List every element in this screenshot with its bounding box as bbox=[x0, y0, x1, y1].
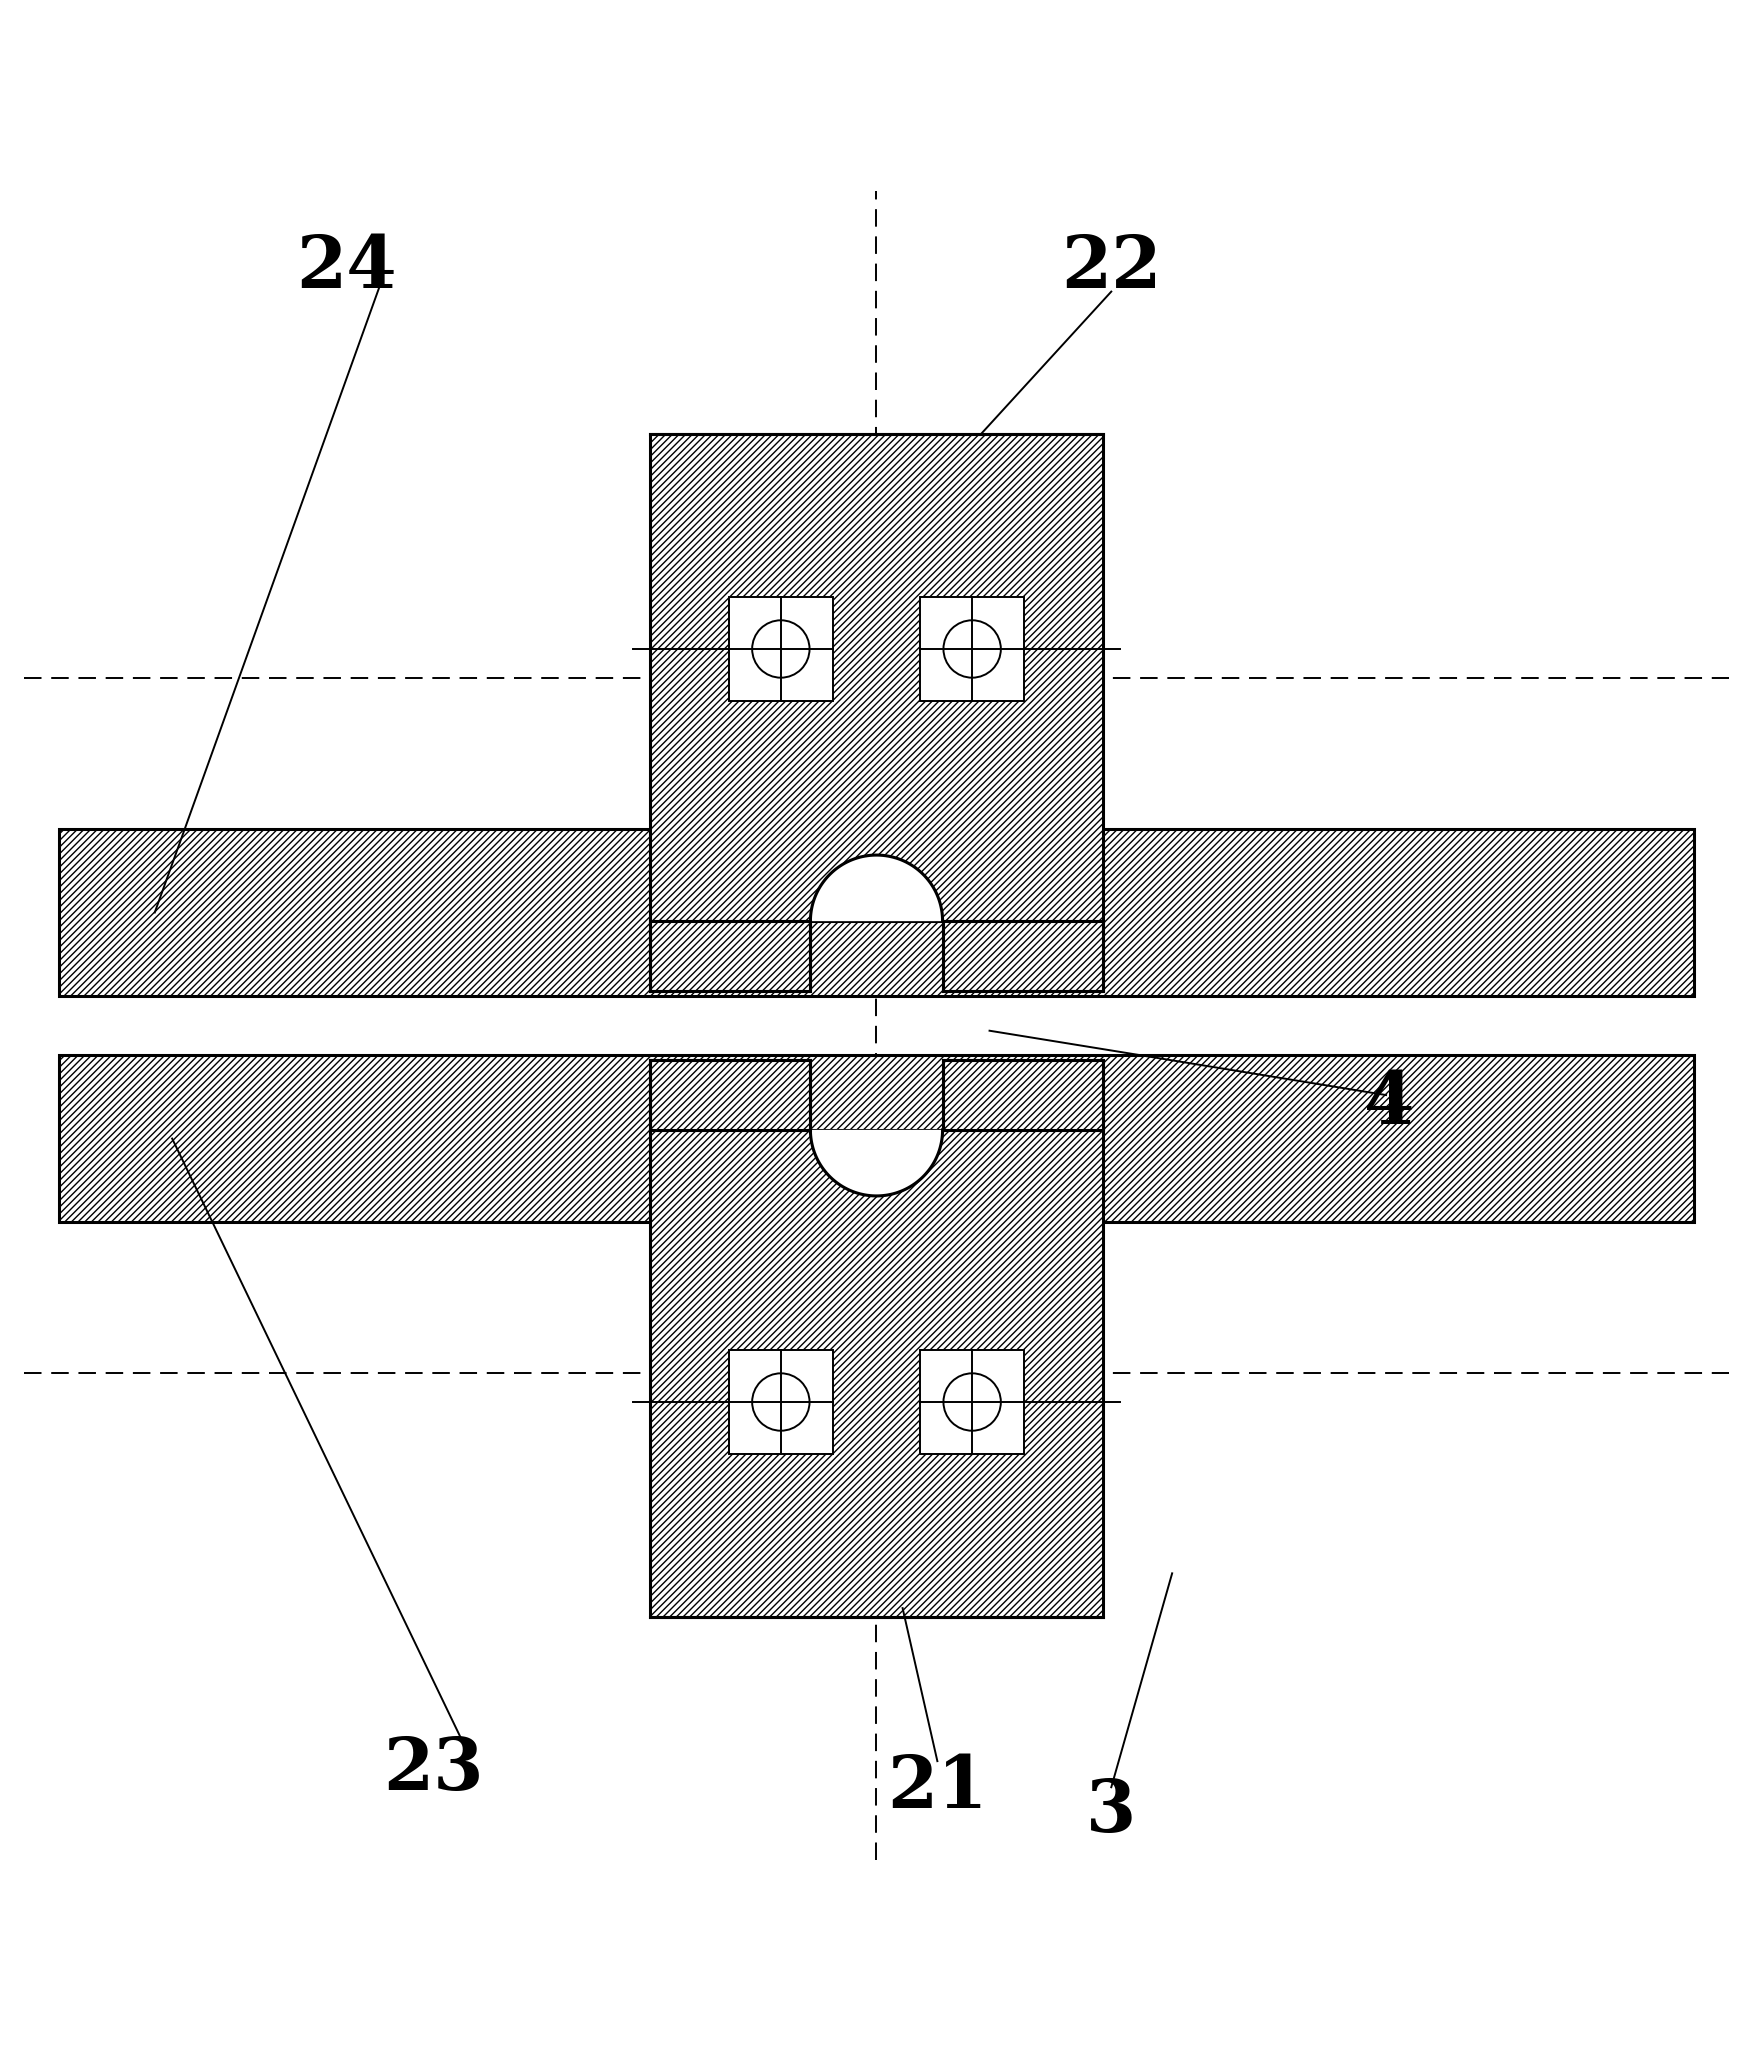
Text: 4: 4 bbox=[1364, 1069, 1415, 1138]
Bar bbox=[60, 1054, 1693, 1222]
Bar bbox=[920, 597, 1024, 701]
Text: 3: 3 bbox=[1087, 1776, 1136, 1848]
Text: 21: 21 bbox=[887, 1752, 987, 1823]
Bar bbox=[650, 1130, 1103, 1616]
Bar bbox=[943, 1060, 1103, 1130]
Bar bbox=[943, 921, 1103, 991]
Bar bbox=[650, 921, 810, 991]
Polygon shape bbox=[810, 855, 943, 921]
Bar bbox=[650, 1060, 810, 1130]
Text: 22: 22 bbox=[1061, 232, 1162, 304]
Bar bbox=[650, 435, 1103, 921]
Polygon shape bbox=[810, 1130, 943, 1196]
Text: 24: 24 bbox=[296, 232, 396, 304]
Bar bbox=[60, 829, 1693, 997]
Text: 23: 23 bbox=[382, 1735, 484, 1805]
Bar bbox=[729, 1350, 833, 1454]
Bar bbox=[920, 1350, 1024, 1454]
Bar bbox=[729, 597, 833, 701]
